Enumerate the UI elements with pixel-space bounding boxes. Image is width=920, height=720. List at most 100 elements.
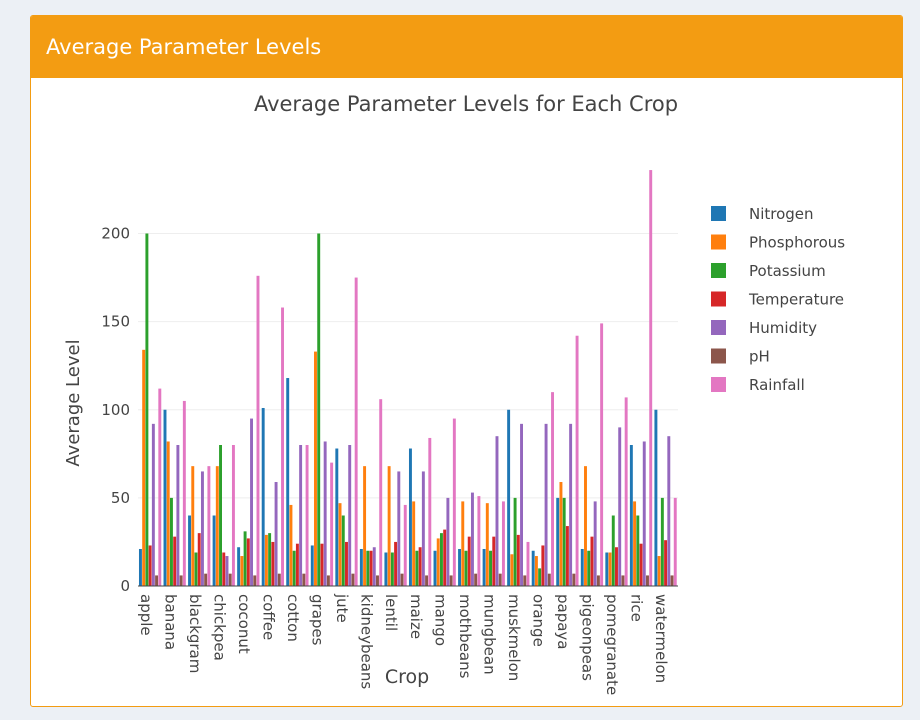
bar-nitrogen-blackgram: [188, 515, 191, 586]
bar-rainfall-mungbean: [501, 501, 505, 586]
legend-swatch: [711, 320, 726, 335]
legend-label: Humidity: [749, 319, 817, 337]
bar-humidity-jute: [348, 445, 352, 586]
bar-temperature-coconut: [246, 538, 250, 586]
bar-nitrogen-banana: [163, 409, 167, 586]
bar-rainfall-chickpea: [231, 445, 235, 586]
bar-ph-kidneybeans: [376, 575, 379, 586]
y-tick-label: 150: [101, 313, 130, 331]
legend-label: Temperature: [748, 291, 844, 309]
bar-temperature-pigeonpeas: [590, 536, 594, 586]
bar-ph-lentil: [400, 573, 404, 586]
bar-temperature-mothbeans: [467, 536, 471, 586]
bar-temperature-banana: [173, 536, 177, 586]
bar-rainfall-grapes: [330, 462, 334, 587]
x-tick-label: mothbeans: [456, 594, 474, 679]
bar-potassium-orange: [538, 568, 542, 587]
bar-humidity-coffee: [274, 482, 278, 586]
bar-humidity-orange: [544, 423, 548, 586]
legend-swatch: [711, 377, 726, 392]
bar-ph-maize: [425, 575, 429, 586]
bar-humidity-apple: [151, 423, 155, 586]
bar-phosphorous-maize: [412, 501, 416, 586]
legend-swatch: [711, 206, 726, 221]
bar-temperature-pomegranate: [615, 547, 618, 586]
bar-ph-apple: [155, 575, 159, 586]
bar-nitrogen-maize: [408, 448, 412, 586]
legend-swatch: [711, 234, 726, 250]
bar-phosphorous-mango: [436, 538, 440, 586]
bar-humidity-muskmelon: [520, 423, 523, 586]
legend-label: pH: [749, 348, 770, 366]
bar-potassium-coffee: [268, 533, 272, 587]
bar-ph-orange: [547, 573, 551, 586]
bar-nitrogen-coconut: [237, 547, 241, 586]
bar-temperature-mango: [443, 529, 447, 586]
parameter-levels-card: Average Parameter Levels Average Paramet…: [30, 15, 903, 707]
bar-ph-watermelon: [670, 575, 674, 586]
bar-nitrogen-mango: [433, 550, 437, 586]
bar-ph-jute: [351, 573, 355, 586]
bar-rainfall-muskmelon: [526, 541, 530, 586]
bar-potassium-pomegranate: [611, 515, 615, 586]
x-tick-label: lentil: [382, 594, 400, 631]
bar-humidity-kidneybeans: [372, 547, 376, 586]
bar-potassium-grapes: [317, 233, 321, 586]
bar-temperature-maize: [418, 547, 422, 586]
x-tick-label: blackgram: [186, 594, 204, 673]
bar-ph-pigeonpeas: [596, 575, 600, 586]
x-tick-label: muskmelon: [505, 594, 523, 681]
bar-humidity-blackgram: [200, 471, 204, 586]
bar-humidity-watermelon: [667, 436, 671, 586]
bars: [138, 170, 677, 587]
bar-nitrogen-muskmelon: [507, 409, 511, 586]
bar-chart: Average Parameter Levels for Each Crop 0…: [63, 92, 845, 695]
bar-phosphorous-mothbeans: [461, 501, 465, 586]
bar-temperature-cotton: [295, 543, 299, 586]
bar-ph-coffee: [277, 573, 281, 586]
bar-rainfall-apple: [158, 388, 162, 586]
bar-temperature-coffee: [271, 541, 275, 586]
bar-nitrogen-kidneybeans: [359, 548, 363, 586]
bar-rainfall-cotton: [305, 445, 309, 586]
legend-swatch: [711, 348, 726, 364]
bar-humidity-pigeonpeas: [593, 501, 597, 586]
bar-phosphorous-kidneybeans: [363, 466, 367, 586]
x-tick-label: jute: [333, 593, 351, 623]
bar-phosphorous-pomegranate: [608, 552, 612, 586]
bar-temperature-watermelon: [664, 540, 668, 586]
bar-temperature-muskmelon: [516, 534, 520, 586]
bar-phosphorous-muskmelon: [510, 554, 514, 586]
bar-phosphorous-grapes: [314, 351, 317, 586]
bar-potassium-muskmelon: [513, 497, 517, 587]
bar-phosphorous-orange: [534, 556, 538, 586]
x-axis-label: Crop: [385, 666, 429, 688]
bar-temperature-grapes: [320, 543, 324, 586]
bar-potassium-banana: [169, 497, 173, 587]
bar-rainfall-rice: [649, 170, 653, 587]
bar-temperature-chickpea: [222, 552, 226, 586]
bar-nitrogen-rice: [629, 445, 633, 586]
bar-rainfall-maize: [428, 437, 432, 586]
bar-humidity-coconut: [250, 418, 253, 586]
bar-humidity-banana: [176, 445, 180, 586]
bar-nitrogen-cotton: [286, 378, 290, 586]
card-body: Average Parameter Levels for Each Crop 0…: [31, 78, 902, 706]
bar-ph-papaya: [572, 573, 576, 586]
bar-phosphorous-blackgram: [191, 466, 195, 586]
bar-temperature-apple: [148, 545, 152, 586]
bar-nitrogen-mungbean: [482, 548, 486, 586]
bar-potassium-watermelon: [660, 497, 664, 587]
bar-potassium-pigeonpeas: [587, 550, 591, 586]
bar-phosphorous-coconut: [240, 556, 244, 586]
bar-potassium-cotton: [292, 550, 296, 586]
bar-humidity-rice: [642, 441, 646, 586]
legend-swatch: [711, 291, 726, 307]
bar-rainfall-orange: [551, 392, 554, 587]
bar-rainfall-kidneybeans: [379, 399, 383, 586]
bar-phosphorous-pigeonpeas: [584, 466, 587, 586]
bar-rainfall-papaya: [575, 335, 579, 586]
bar-nitrogen-pomegranate: [605, 552, 609, 586]
y-tick-label: 100: [101, 401, 130, 419]
bar-ph-mango: [449, 575, 453, 586]
